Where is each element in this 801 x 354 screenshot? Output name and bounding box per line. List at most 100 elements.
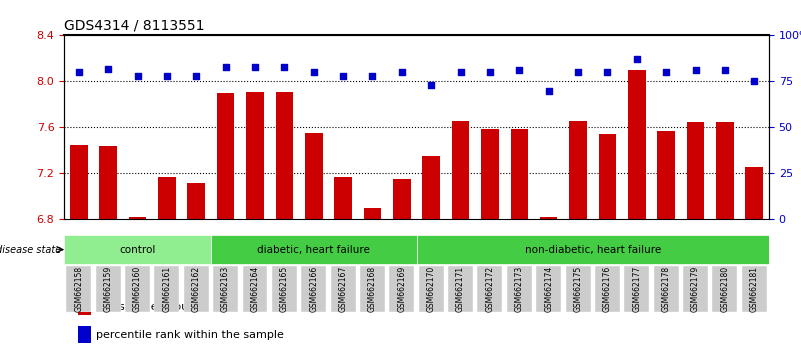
Point: [248, 64, 261, 69]
FancyBboxPatch shape: [360, 266, 385, 312]
Bar: [129, 217, 147, 354]
FancyBboxPatch shape: [272, 266, 297, 312]
Text: GSM662175: GSM662175: [574, 266, 582, 312]
FancyBboxPatch shape: [683, 266, 708, 312]
Text: GSM662171: GSM662171: [456, 266, 465, 312]
Bar: [746, 167, 763, 354]
FancyBboxPatch shape: [536, 266, 562, 312]
Point: [190, 73, 203, 79]
Point: [748, 79, 761, 84]
Bar: [481, 129, 499, 354]
Point: [454, 69, 467, 75]
Text: GSM662163: GSM662163: [221, 266, 230, 312]
FancyBboxPatch shape: [213, 266, 238, 312]
Text: GSM662166: GSM662166: [309, 266, 318, 312]
Text: GSM662176: GSM662176: [603, 266, 612, 312]
Point: [542, 88, 555, 93]
Text: non-diabetic, heart failure: non-diabetic, heart failure: [525, 245, 661, 255]
Bar: [598, 134, 616, 354]
Bar: [99, 146, 117, 354]
FancyBboxPatch shape: [95, 266, 121, 312]
Bar: [158, 177, 175, 354]
FancyBboxPatch shape: [712, 266, 738, 312]
FancyBboxPatch shape: [64, 235, 211, 264]
Point: [131, 73, 144, 79]
Text: GSM662177: GSM662177: [632, 266, 642, 312]
Point: [219, 64, 232, 69]
FancyBboxPatch shape: [448, 266, 473, 312]
Text: GSM662169: GSM662169: [397, 266, 406, 312]
Text: GSM662158: GSM662158: [74, 266, 83, 312]
Bar: [78, 297, 91, 315]
Text: transformed count: transformed count: [96, 302, 199, 312]
Text: GSM662181: GSM662181: [750, 266, 759, 312]
Point: [396, 69, 409, 75]
Text: GSM662161: GSM662161: [163, 266, 171, 312]
FancyBboxPatch shape: [507, 266, 532, 312]
Text: diabetic, heart failure: diabetic, heart failure: [257, 245, 370, 255]
Bar: [452, 120, 469, 354]
Point: [336, 73, 349, 79]
Text: disease state: disease state: [0, 245, 61, 255]
Text: GSM662159: GSM662159: [103, 266, 113, 312]
Bar: [628, 70, 646, 354]
Bar: [658, 131, 675, 354]
Point: [513, 68, 525, 73]
Bar: [686, 122, 704, 354]
Point: [366, 73, 379, 79]
Bar: [716, 122, 734, 354]
Point: [572, 69, 585, 75]
Text: GSM662180: GSM662180: [720, 266, 730, 312]
FancyBboxPatch shape: [301, 266, 326, 312]
FancyBboxPatch shape: [477, 266, 502, 312]
Text: GSM662160: GSM662160: [133, 266, 142, 312]
FancyBboxPatch shape: [419, 266, 444, 312]
FancyBboxPatch shape: [125, 266, 150, 312]
Bar: [276, 92, 293, 354]
Text: GSM662179: GSM662179: [691, 266, 700, 312]
FancyBboxPatch shape: [624, 266, 650, 312]
FancyBboxPatch shape: [595, 266, 620, 312]
Bar: [393, 179, 411, 354]
Text: control: control: [119, 245, 155, 255]
Point: [601, 69, 614, 75]
FancyBboxPatch shape: [331, 266, 356, 312]
Text: GSM662164: GSM662164: [251, 266, 260, 312]
Point: [630, 57, 643, 62]
Bar: [570, 120, 587, 354]
FancyBboxPatch shape: [417, 235, 769, 264]
Bar: [217, 93, 235, 354]
Text: GSM662165: GSM662165: [280, 266, 289, 312]
Text: GSM662170: GSM662170: [427, 266, 436, 312]
Point: [718, 68, 731, 73]
Text: GSM662167: GSM662167: [339, 266, 348, 312]
Text: GSM662178: GSM662178: [662, 266, 670, 312]
Text: GDS4314 / 8113551: GDS4314 / 8113551: [64, 19, 204, 33]
Point: [160, 73, 173, 79]
FancyBboxPatch shape: [66, 266, 91, 312]
FancyBboxPatch shape: [742, 266, 767, 312]
Bar: [334, 177, 352, 354]
FancyBboxPatch shape: [566, 266, 590, 312]
Point: [689, 68, 702, 73]
Text: GSM662168: GSM662168: [368, 266, 377, 312]
Text: GSM662174: GSM662174: [544, 266, 553, 312]
Point: [425, 82, 437, 88]
Text: GSM662173: GSM662173: [515, 266, 524, 312]
FancyBboxPatch shape: [243, 266, 268, 312]
Bar: [422, 156, 440, 354]
Point: [484, 69, 497, 75]
FancyBboxPatch shape: [155, 266, 179, 312]
Bar: [305, 133, 323, 354]
Text: GSM662162: GSM662162: [191, 266, 201, 312]
FancyBboxPatch shape: [211, 235, 417, 264]
Bar: [70, 145, 87, 354]
Point: [278, 64, 291, 69]
Point: [660, 69, 673, 75]
Point: [72, 69, 85, 75]
FancyBboxPatch shape: [389, 266, 414, 312]
Text: GSM662172: GSM662172: [485, 266, 494, 312]
Point: [308, 69, 320, 75]
FancyBboxPatch shape: [654, 266, 678, 312]
Bar: [246, 92, 264, 354]
